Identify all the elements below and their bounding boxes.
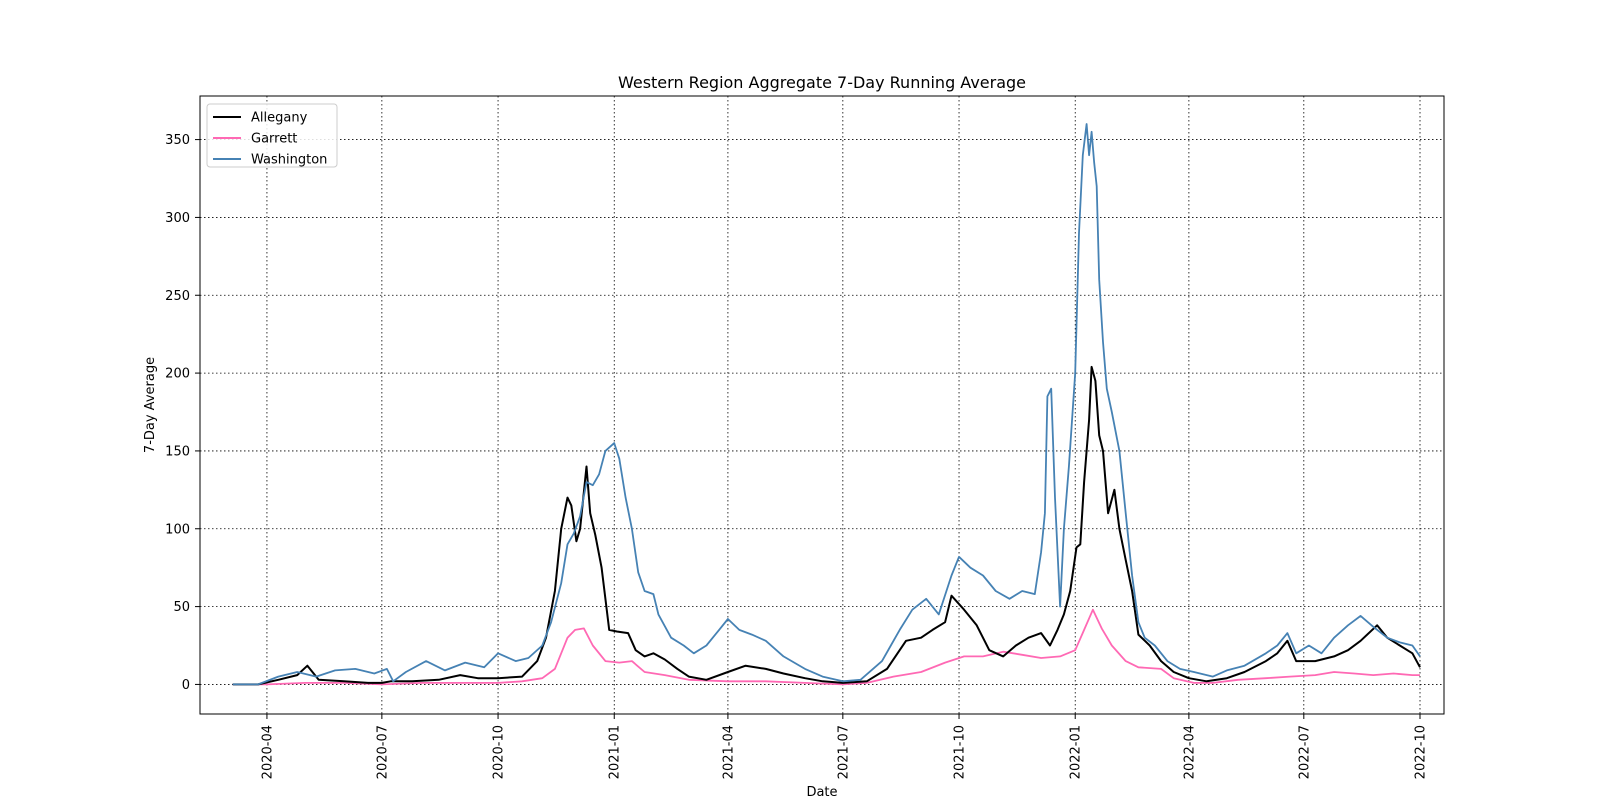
series-line-washington xyxy=(232,123,1421,686)
y-tick-label: 150 xyxy=(165,444,190,459)
plot-frame xyxy=(199,95,1445,715)
y-axis-label: 7-Day Average xyxy=(143,357,158,453)
y-tick-label: 100 xyxy=(165,522,190,537)
x-tick-label: 2021-01 xyxy=(608,725,623,779)
x-tick-label: 2021-04 xyxy=(721,725,736,779)
x-tick-label: 2021-07 xyxy=(836,725,851,779)
grid xyxy=(200,96,1444,714)
x-tick-label: 2022-04 xyxy=(1182,725,1197,779)
legend-box xyxy=(206,103,338,168)
legend-label-allegany: Allegany xyxy=(251,111,308,126)
x-tick-label: 2022-07 xyxy=(1297,725,1312,779)
legend-label-garrett: Garrett xyxy=(251,132,297,147)
x-tick-label: 2020-10 xyxy=(492,725,507,779)
chart-title: Western Region Aggregate 7-Day Running A… xyxy=(618,73,1026,92)
y-tick-label: 250 xyxy=(165,289,190,304)
legend: Allegany Garrett Washington xyxy=(206,103,338,168)
y-tick-label: 0 xyxy=(182,678,190,693)
x-tick-label: 2021-10 xyxy=(953,725,968,779)
y-tick-label: 350 xyxy=(165,133,190,148)
legend-label-washington: Washington xyxy=(251,153,327,168)
series-line-garrett xyxy=(232,608,1420,686)
x-tick-label: 2022-01 xyxy=(1069,725,1084,779)
axis-ticks: 0 50 100 150 200 250 300 350 2020-04 2020-07 2020-… xyxy=(165,133,1428,779)
x-tick-label: 2020-07 xyxy=(375,725,390,779)
y-tick-label: 50 xyxy=(173,600,190,615)
x-axis-label: Date xyxy=(806,785,837,800)
x-tick-label: 2020-04 xyxy=(260,725,275,779)
x-tick-label: 2022-10 xyxy=(1414,725,1429,779)
series-lines xyxy=(232,123,1421,686)
series-line-allegany xyxy=(232,365,1421,686)
y-tick-label: 200 xyxy=(165,367,190,382)
y-tick-label: 300 xyxy=(165,211,190,226)
